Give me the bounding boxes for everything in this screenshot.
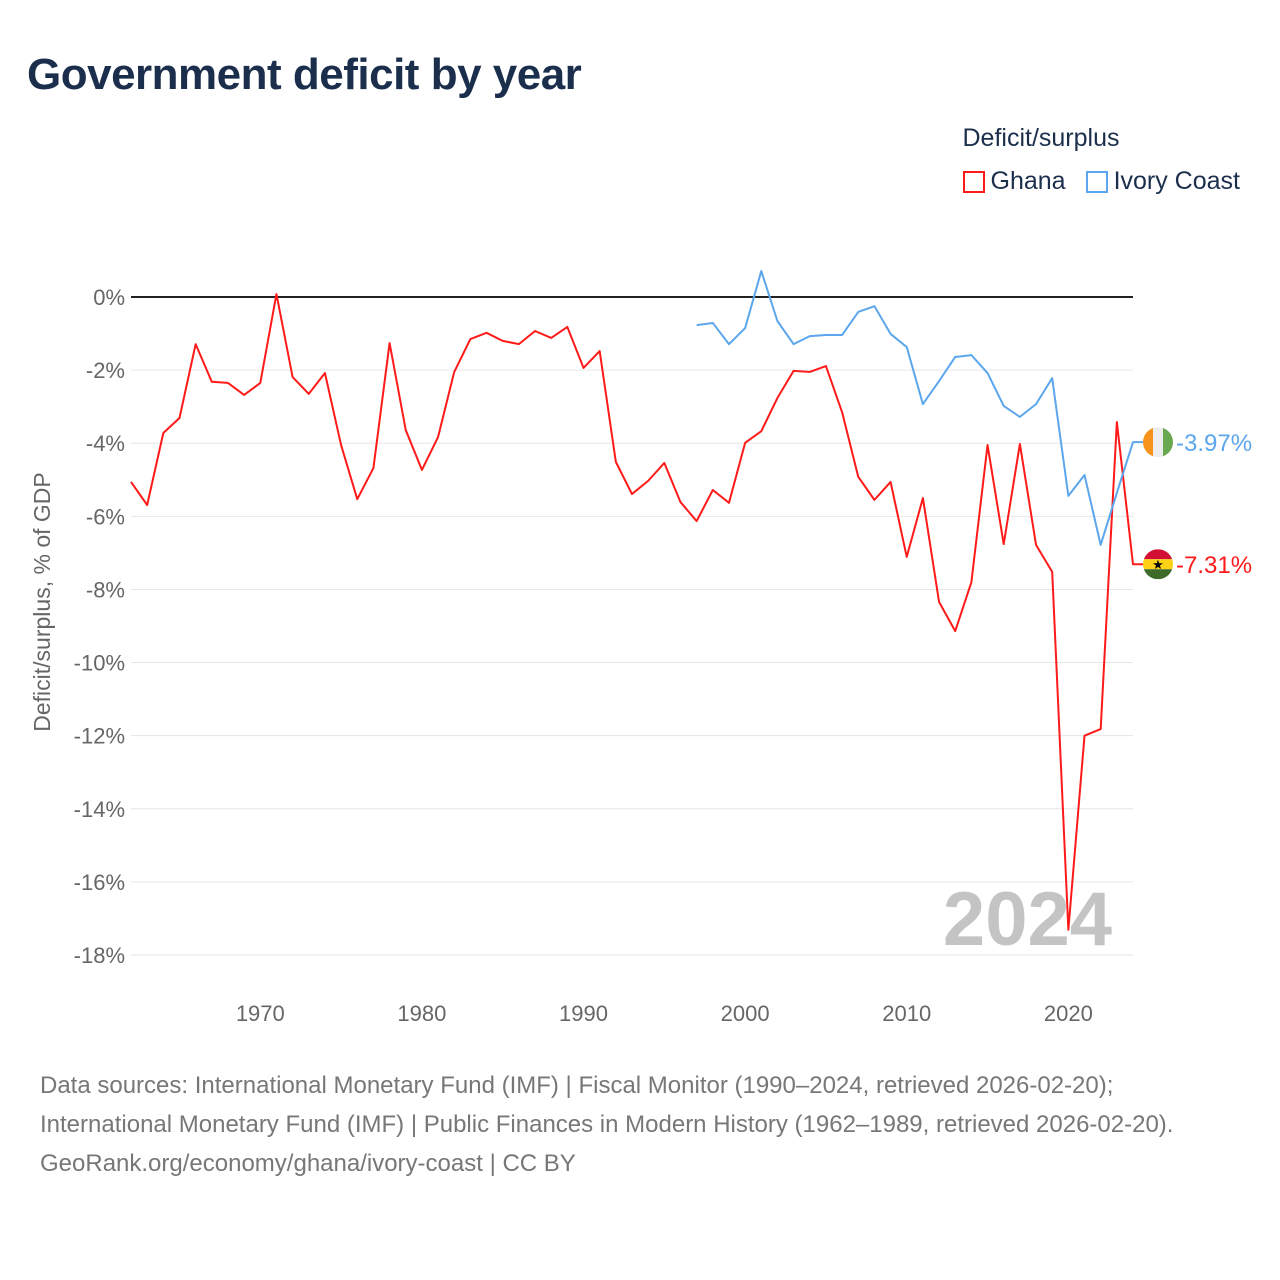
data-sources: Data sources: International Monetary Fun…	[40, 1072, 1174, 1138]
y-tick-label: -14%	[74, 797, 125, 822]
footer: Data sources: International Monetary Fun…	[40, 1066, 1240, 1183]
x-tick-label: 2020	[1044, 1001, 1093, 1026]
legend-item-ghana[interactable]: Ghana	[962, 167, 1066, 196]
flag-body: ★	[1143, 549, 1173, 580]
legend-item-ivory-coast[interactable]: Ivory Coast	[1085, 167, 1240, 196]
y-tick-label: -4%	[86, 431, 125, 456]
year-watermark: 2024	[943, 877, 1112, 962]
y-tick-label: 0%	[93, 285, 125, 310]
legend: Deficit/surplus Ghana Ivory Coast	[962, 124, 1240, 196]
legend-swatch-ghana	[962, 170, 985, 193]
y-tick-label: -8%	[86, 577, 125, 602]
credit-link[interactable]: GeoRank.org/economy/ghana/ivory-coast | …	[40, 1150, 576, 1177]
y-tick-label: -6%	[86, 504, 125, 529]
flag-body	[1143, 427, 1173, 458]
flag-stripe	[1163, 427, 1173, 458]
y-tick-label: -12%	[74, 724, 125, 749]
flag-star: ★	[1152, 557, 1164, 572]
series-line-ivory-coast	[696, 270, 1143, 546]
flag-stripe	[1143, 427, 1153, 458]
x-tick-label: 1990	[559, 1001, 608, 1026]
y-tick-label: -2%	[86, 358, 125, 383]
flag-icon-ghana: ★	[1143, 549, 1173, 580]
flag-stripe	[1143, 559, 1173, 570]
flag-icon-ivory-coast	[1143, 427, 1173, 458]
y-tick-label: -10%	[74, 651, 125, 676]
legend-title: Deficit/surplus	[962, 124, 1120, 152]
x-tick-label: 2010	[882, 1001, 931, 1026]
flag-stripe	[1143, 549, 1173, 560]
end-label-ghana: -7.31%	[1176, 552, 1252, 579]
series-line-ghana	[130, 293, 1143, 931]
chart-title: Government deficit by year	[27, 50, 582, 99]
y-axis-label: Deficit/surplus, % of GDP	[29, 472, 55, 731]
legend-label-ghana: Ghana	[990, 167, 1066, 195]
x-tick-label: 1980	[397, 1001, 446, 1026]
flag-stripe	[1153, 427, 1163, 458]
end-label-ivory-coast: -3.97%	[1176, 430, 1252, 457]
line-chart: 0% -2% -4% -6% -8% -10% -12% -14% -16% -18% 1970 19…	[29, 270, 1252, 1026]
y-tick-label: -18%	[74, 943, 125, 968]
legend-swatch-ivory-coast	[1085, 170, 1108, 193]
x-tick-label: 1970	[236, 1001, 285, 1026]
y-tick-label: -16%	[74, 870, 125, 895]
flag-stripe	[1143, 569, 1173, 580]
legend-label-ivory-coast: Ivory Coast	[1113, 167, 1240, 195]
x-tick-label: 2000	[721, 1001, 770, 1026]
